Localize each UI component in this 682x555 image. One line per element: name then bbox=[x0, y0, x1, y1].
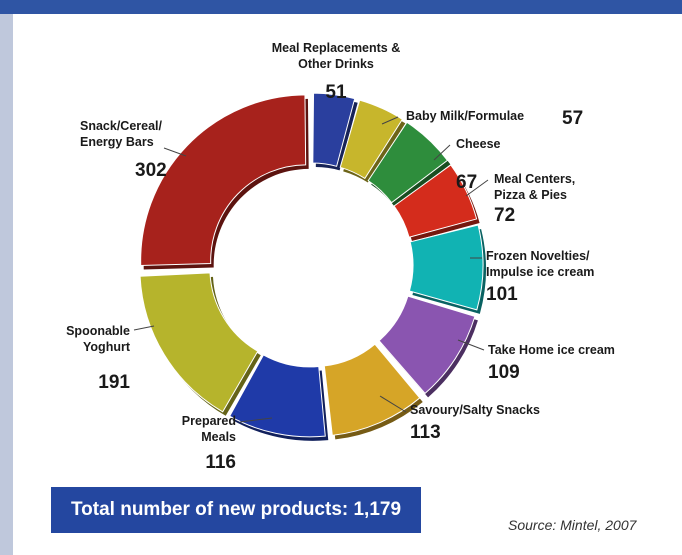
slice-face bbox=[378, 295, 476, 395]
slice-value-7: 113 bbox=[410, 422, 441, 443]
donut-slice-2 bbox=[339, 99, 406, 183]
slice-label-1-line-1: Meal Replacements & bbox=[272, 41, 401, 55]
slice-face bbox=[367, 121, 449, 204]
left-margin-bar bbox=[0, 14, 13, 555]
slice-value-4: 72 bbox=[494, 205, 515, 226]
slice-face bbox=[139, 272, 259, 413]
donut-slice-10 bbox=[140, 94, 309, 270]
slice-label-2-line-1: Baby Milk/Formulae bbox=[406, 109, 524, 123]
leader-line-4 bbox=[465, 179, 489, 197]
donut-slice-9 bbox=[139, 272, 261, 416]
slice-value-1: 51 bbox=[325, 82, 347, 103]
slice-label-9-line-2: Yoghurt bbox=[83, 340, 131, 354]
slice-face bbox=[339, 99, 404, 180]
slice-value-3: 67 bbox=[456, 172, 477, 193]
source-note: Source: Mintel, 2007 bbox=[508, 517, 637, 533]
leader-line-3 bbox=[433, 144, 451, 161]
slice-face bbox=[228, 354, 326, 438]
donut-slice-1 bbox=[312, 92, 358, 171]
slice-label-6-line-1: Take Home ice cream bbox=[488, 343, 615, 357]
leader-line-10 bbox=[163, 147, 187, 157]
slice-label-1-line-2: Other Drinks bbox=[298, 57, 374, 71]
donut-slice-6 bbox=[378, 295, 478, 398]
slice-face bbox=[312, 92, 356, 167]
slice-value-9: 191 bbox=[98, 372, 130, 393]
leader-line-8 bbox=[239, 417, 273, 423]
slice-face bbox=[323, 343, 421, 436]
slice-label-8-line-1: Prepared bbox=[182, 414, 236, 428]
slice-face bbox=[408, 224, 484, 311]
slice-value-8: 116 bbox=[205, 452, 236, 473]
leader-line-9 bbox=[133, 325, 155, 331]
slice-label-5-line-2: Impulse ice cream bbox=[486, 265, 594, 279]
slice-value-6: 109 bbox=[488, 362, 520, 383]
slice-label-10-line-1: Snack/Cereal/ bbox=[80, 119, 163, 133]
slice-label-8-line-2: Meals bbox=[201, 430, 236, 444]
donut-slice-7 bbox=[323, 343, 423, 440]
donut-slice-3 bbox=[367, 121, 451, 207]
slice-label-3-line-1: Cheese bbox=[456, 137, 501, 151]
total-products-box: Total number of new products: 1,179 bbox=[51, 487, 421, 533]
slice-face bbox=[140, 94, 307, 267]
slice-value-10: 302 bbox=[135, 160, 167, 181]
leader-line-6 bbox=[457, 339, 485, 351]
slice-label-4-line-1: Meal Centers, bbox=[494, 172, 575, 186]
leader-line-2 bbox=[381, 116, 399, 125]
slice-label-4-line-2: Pizza & Pies bbox=[494, 188, 567, 202]
slice-value-5: 101 bbox=[486, 284, 518, 305]
slice-value-2: 57 bbox=[562, 108, 583, 129]
slice-face bbox=[393, 164, 478, 238]
slice-label-10-line-2: Energy Bars bbox=[80, 135, 154, 149]
slice-label-9-line-1: Spoonable bbox=[66, 324, 130, 338]
slice-label-7-line-1: Savoury/Salty Snacks bbox=[410, 403, 540, 417]
donut-slice-5 bbox=[408, 224, 486, 314]
leader-line-7 bbox=[379, 395, 407, 413]
donut-slice-4 bbox=[393, 164, 480, 242]
header-bar bbox=[0, 0, 682, 14]
slice-label-5-line-1: Frozen Novelties/ bbox=[486, 249, 590, 263]
total-products-label: Total number of new products: 1,179 bbox=[70, 499, 402, 520]
